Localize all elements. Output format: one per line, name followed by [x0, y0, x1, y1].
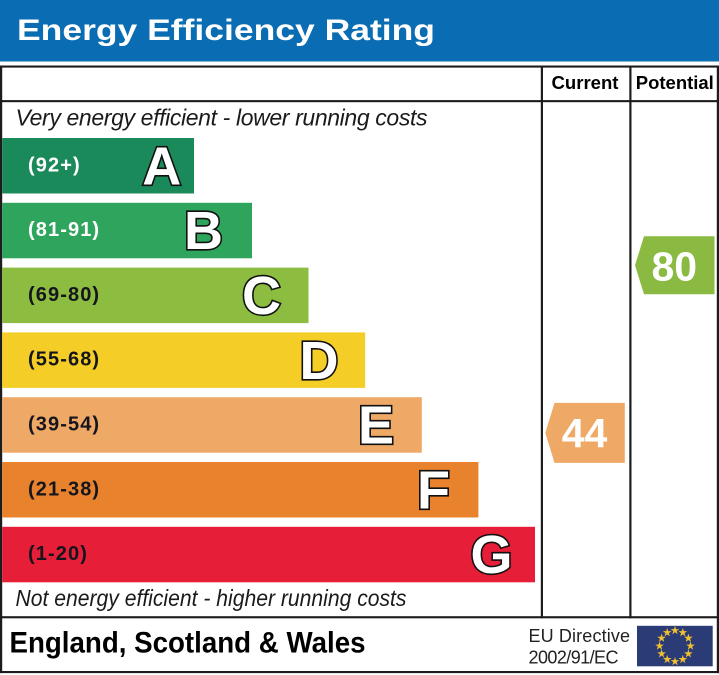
svg-text:(21-38): (21-38) — [28, 478, 100, 500]
svg-text:(39-54): (39-54) — [28, 414, 100, 436]
svg-text:B: B — [184, 201, 223, 261]
svg-text:F: F — [417, 460, 450, 520]
svg-text:44: 44 — [562, 410, 608, 456]
svg-text:2002/91/EC: 2002/91/EC — [529, 647, 619, 667]
svg-text:Energy Efficiency Rating: Energy Efficiency Rating — [17, 14, 435, 47]
svg-text:D: D — [300, 331, 339, 391]
svg-text:A: A — [142, 136, 181, 196]
svg-text:80: 80 — [651, 243, 697, 289]
svg-text:(92+): (92+) — [28, 154, 81, 176]
svg-text:Not energy efficient - higher: Not energy efficient - higher running co… — [16, 585, 407, 611]
svg-text:E: E — [358, 396, 394, 456]
svg-text:C: C — [242, 266, 281, 326]
svg-text:(81-91): (81-91) — [28, 219, 100, 241]
svg-text:(1-20): (1-20) — [28, 543, 88, 565]
svg-text:(55-68): (55-68) — [28, 349, 100, 371]
svg-text:England, Scotland & Wales: England, Scotland & Wales — [10, 626, 366, 659]
svg-text:Very energy efficient - lower: Very energy efficient - lower running co… — [16, 105, 429, 131]
svg-text:G: G — [470, 525, 512, 585]
svg-text:(69-80): (69-80) — [28, 284, 100, 306]
svg-text:Potential: Potential — [636, 73, 714, 93]
svg-text:Current: Current — [552, 73, 619, 93]
svg-text:EU Directive: EU Directive — [529, 626, 631, 646]
